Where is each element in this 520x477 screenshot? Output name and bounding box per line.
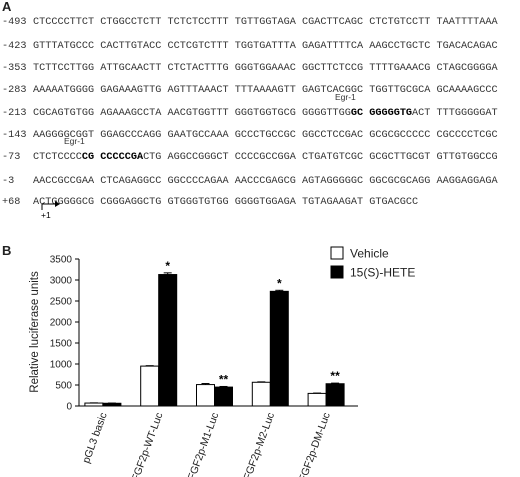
sequence-text: ACT TTTGGGGGAT	[412, 108, 498, 119]
sequence-text: CTCTCCCC	[33, 152, 82, 163]
sequence-text: AAAAATGGGG GAGAAAGTTG AGTTTAAACT TTTAAAA…	[33, 85, 498, 96]
promoter-sequence: -493 CTCCCCTTCT CTGGCCTCTT TCTCTCCTTT TGT…	[0, 0, 520, 235]
y-tick-label: 3000	[50, 276, 73, 287]
y-axis-label: Relative luciferase units	[29, 271, 41, 393]
sequence-row: -3 AACCGCCGAA CTCAGAGGCC GGCCCCAGAA AACCC…	[2, 176, 498, 187]
category-label: pGL3 basic	[80, 411, 109, 465]
significance-marker: **	[330, 369, 340, 383]
sequence-row: -73 CTCTCCCCCG CCCCCGACTG AGGCCGGGCT CCCC…	[2, 152, 498, 163]
chart-legend: Vehicle 15(S)-HETE	[330, 246, 415, 280]
y-tick-label: 500	[55, 381, 72, 392]
bar-vehicle	[196, 384, 215, 407]
sequence-text: CTCCCCTTCT CTGGCCTCTT TCTCTCCTTT TGTTGGT…	[33, 17, 498, 28]
bar-vehicle	[84, 402, 104, 407]
legend-label: Vehicle	[350, 247, 389, 261]
tss-marker: +1	[41, 201, 60, 220]
y-tick-label: 3500	[50, 255, 73, 266]
chart-bars: ******	[84, 259, 345, 407]
sequence-position: -143	[2, 130, 27, 141]
sequence-row: -143 AAGGGGCGGT GGAGCCCAGG GAATGCCAAA GCC…	[2, 130, 498, 141]
bar-vehicle	[251, 381, 271, 407]
egr1-label-lower: Egr-1	[64, 136, 85, 146]
sequence-position: -283	[2, 85, 27, 96]
sequence-position: +68	[2, 197, 21, 208]
sequence-text: ACTGGGGGCG CGGGAGGCTG GTGGGTGTGG GGGGTGG…	[33, 197, 419, 208]
sequence-position: -3	[2, 176, 15, 187]
bar-hete	[158, 274, 178, 407]
sequence-text: CTG AGGCCGGGCT CCCCGCCGGA CTGATGTCGC GCG…	[143, 152, 498, 163]
sequence-row: -353 TCTTCCTTGG ATTGCAACTT CTCTACTTTG GGG…	[2, 63, 498, 74]
category-label: hFGF2p-WT-Luc	[128, 411, 166, 477]
panel-a-label: A	[2, 0, 12, 14]
sequence-row: -213 CGCAGTGTGG AGAAAGCCTA AACGTGGTTT GGG…	[2, 108, 498, 119]
sequence-row: -283 AAAAATGGGG GAGAAAGTTG AGTTTAAACT TTT…	[2, 85, 498, 96]
y-tick-label: 2500	[50, 297, 73, 308]
legend-label: 15(S)-HETE	[350, 266, 415, 280]
y-tick-label: 0	[66, 402, 72, 413]
sequence-text: GTTTATGCCC CACTTGTACC CCTCGTCTTT TGGTGAT…	[33, 41, 498, 52]
tss-label: +1	[41, 210, 51, 220]
sequence-position: -493	[2, 17, 27, 28]
sequence-row: -493 CTCCCCTTCT CTGGCCTCTT TCTCTCCTTT TGT…	[2, 17, 498, 28]
sequence-position: -213	[2, 108, 27, 119]
bar-hete	[325, 383, 345, 407]
sequence-position: -353	[2, 63, 27, 74]
bar-vehicle	[140, 365, 160, 407]
luciferase-bar-chart: Relative luciferase units 0 500 1000 1500 20…	[29, 246, 415, 477]
egr1-binding-site: GC GGGGGTG	[350, 108, 413, 119]
y-tick-label: 1000	[50, 360, 73, 371]
sequence-text: CGCAGTGTGG AGAAAGCCTA AACGTGGTTT GGGTGGT…	[33, 108, 351, 119]
significance-marker: *	[165, 259, 170, 273]
category-label: hFGF2p-M1-Luc	[184, 411, 222, 477]
y-tick-label: 1500	[50, 339, 73, 350]
significance-marker: *	[277, 276, 282, 290]
sequence-position: -423	[2, 41, 27, 52]
chart-axes: 0 500 1000 1500 2000 2500 3000 3500 pGL3 basic hF…	[50, 255, 358, 477]
y-tick-label: 2000	[50, 318, 73, 329]
sequence-text: AACCGCCGAA CTCAGAGGCC GGCCCCAGAA AACCCGA…	[33, 176, 498, 187]
legend-swatch	[330, 246, 344, 260]
bar-hete	[269, 290, 289, 407]
sequence-row: +68 ACTGGGGGCG CGGGAGGCTG GTGGGTGTGG GGGG…	[2, 197, 418, 208]
significance-marker: **	[219, 372, 229, 386]
tss-arrowhead	[55, 201, 60, 207]
bar-hete	[102, 402, 122, 407]
sequence-position: -73	[2, 152, 21, 163]
egr1-binding-site: CG CCCCCGA	[81, 152, 144, 163]
sequence-text: TCTTCCTTGG ATTGCAACTT CTCTACTTTG GGGTGGA…	[33, 63, 498, 74]
panel-b-label: B	[2, 243, 12, 258]
sequence-row: -423 GTTTATGCCC CACTTGTACC CCTCGTCTTT TGG…	[2, 41, 498, 52]
egr1-label-upper: Egr-1	[335, 92, 356, 102]
bar-hete	[214, 386, 233, 407]
bar-vehicle	[307, 392, 327, 407]
category-label: hFGF2p-M2-Luc	[239, 411, 277, 477]
legend-swatch	[330, 265, 344, 279]
category-label: hFGF2p-DM-Luc	[295, 411, 333, 477]
sequence-text: AAGGGGCGGT GGAGCCCAGG GAATGCCAAA GCCCTGC…	[33, 130, 498, 141]
